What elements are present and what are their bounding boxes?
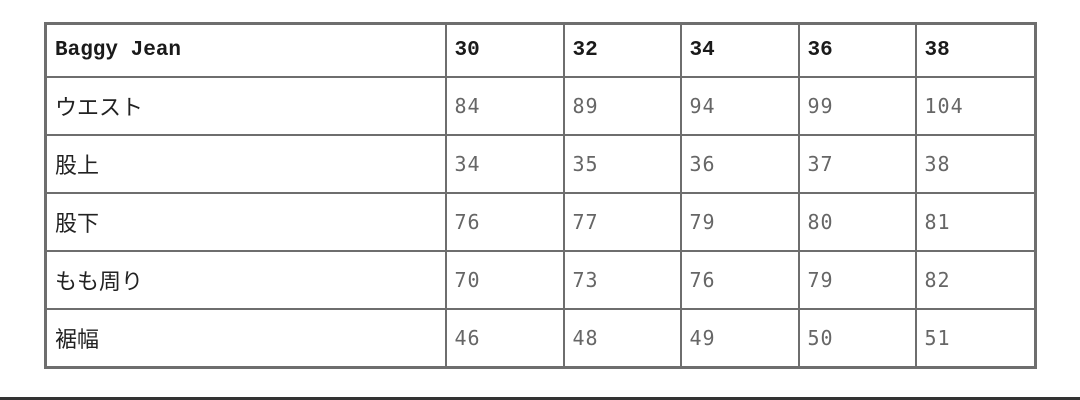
size-header: 38 bbox=[914, 22, 1037, 78]
measurement-value: 46 bbox=[444, 308, 565, 369]
measurement-value: 79 bbox=[797, 250, 917, 310]
measurement-value: 38 bbox=[914, 134, 1037, 194]
measurement-value: 49 bbox=[679, 308, 800, 369]
bottom-divider bbox=[0, 397, 1080, 400]
measurement-value: 70 bbox=[444, 250, 565, 310]
measurement-value: 37 bbox=[797, 134, 917, 194]
measurement-value: 79 bbox=[679, 192, 800, 252]
measurement-label: 裾幅 bbox=[44, 308, 447, 369]
table-row: 裾幅 46 48 49 50 51 bbox=[44, 308, 1037, 369]
measurement-value: 73 bbox=[562, 250, 682, 310]
measurement-label: 股上 bbox=[44, 134, 447, 194]
measurement-value: 50 bbox=[797, 308, 917, 369]
measurement-value: 89 bbox=[562, 76, 682, 136]
size-header: 30 bbox=[444, 22, 565, 78]
measurement-value: 104 bbox=[914, 76, 1037, 136]
measurement-value: 82 bbox=[914, 250, 1037, 310]
measurement-value: 76 bbox=[444, 192, 565, 252]
measurement-value: 94 bbox=[679, 76, 800, 136]
table-row: もも周り 70 73 76 79 82 bbox=[44, 250, 1037, 310]
header-row: Baggy Jean 30 32 34 36 38 bbox=[44, 22, 1037, 78]
table-row: ウエスト 84 89 94 99 104 bbox=[44, 76, 1037, 136]
measurement-value: 84 bbox=[444, 76, 565, 136]
measurement-label: ウエスト bbox=[44, 76, 447, 136]
measurement-value: 51 bbox=[914, 308, 1037, 369]
measurement-value: 48 bbox=[562, 308, 682, 369]
table-row: 股下 76 77 79 80 81 bbox=[44, 192, 1037, 252]
measurement-value: 81 bbox=[914, 192, 1037, 252]
size-header: 32 bbox=[562, 22, 682, 78]
measurement-value: 99 bbox=[797, 76, 917, 136]
product-name-header: Baggy Jean bbox=[44, 22, 447, 78]
measurement-value: 35 bbox=[562, 134, 682, 194]
size-chart-table: Baggy Jean 30 32 34 36 38 ウエスト 84 89 94 99 10… bbox=[44, 22, 1037, 369]
measurement-value: 34 bbox=[444, 134, 565, 194]
table-row: 股上 34 35 36 37 38 bbox=[44, 134, 1037, 194]
measurement-label: 股下 bbox=[44, 192, 447, 252]
size-header: 34 bbox=[679, 22, 800, 78]
measurement-value: 80 bbox=[797, 192, 917, 252]
measurement-value: 76 bbox=[679, 250, 800, 310]
measurement-value: 36 bbox=[679, 134, 800, 194]
measurement-value: 77 bbox=[562, 192, 682, 252]
measurement-label: もも周り bbox=[44, 250, 447, 310]
size-header: 36 bbox=[797, 22, 917, 78]
